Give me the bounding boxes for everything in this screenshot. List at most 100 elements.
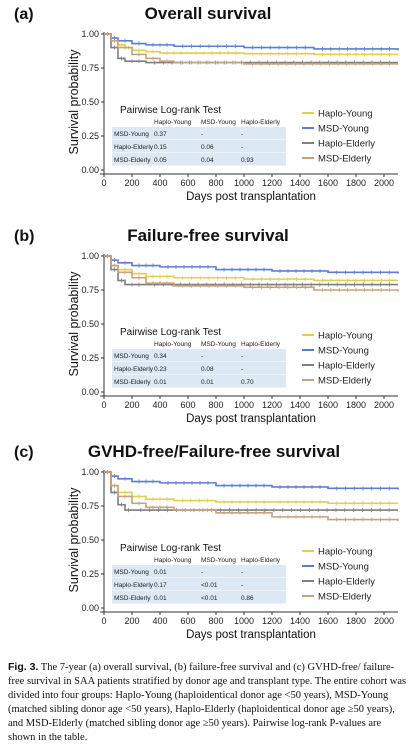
- y-tick-label: 0.25: [81, 131, 99, 141]
- table-cell: Haplo-Elderly: [114, 582, 154, 589]
- y-tick-label: 1.00: [81, 251, 99, 261]
- legend-label: MSD-Elderly: [318, 154, 372, 165]
- table-cell: MSD-Young: [114, 131, 149, 138]
- table-header-cell: Haplo-Young: [154, 119, 192, 126]
- x-tick-label: 1600: [318, 178, 338, 188]
- table-header-cell: Haplo-Elderly: [241, 557, 281, 564]
- chart-panel-overall-survival: (a) Overall survival 0.000.250.500.751.0…: [0, 0, 416, 216]
- x-tick-label: 1800: [346, 400, 366, 410]
- x-tick-label: 1400: [290, 400, 310, 410]
- y-tick-label: 0.25: [81, 353, 99, 363]
- x-tick-label: 1200: [262, 178, 282, 188]
- x-tick-label: 1000: [234, 616, 254, 626]
- table-cell: 0.01: [154, 379, 167, 386]
- caption-text: The 7-year (a) overall survival, (b) fai…: [8, 662, 406, 743]
- table-cell: -: [241, 144, 243, 151]
- table-cell: 0.15: [154, 144, 167, 151]
- chart-svg: 0.000.250.500.751.0002004006008001000120…: [0, 0, 416, 216]
- x-tick-label: 1800: [346, 616, 366, 626]
- x-tick-label: 600: [180, 400, 195, 410]
- table-cell: 0.01: [154, 569, 167, 576]
- legend-label: MSD-Young: [318, 562, 369, 573]
- table-header-cell: MSD-Young: [201, 341, 236, 348]
- table-header-cell: Haplo-Young: [154, 557, 192, 564]
- y-axis-label: Survival probability: [67, 49, 81, 155]
- chart-panel-failure-free-survival: (b) Failure-free survival 0.000.250.500.…: [0, 222, 416, 438]
- table-header-cell: Haplo-Elderly: [241, 119, 281, 126]
- x-tick-label: 1600: [318, 616, 338, 626]
- table-header-cell: MSD-Young: [201, 119, 236, 126]
- table-cell: 0.04: [201, 157, 214, 164]
- x-tick-label: 0: [101, 400, 106, 410]
- table-title: Pairwise Log-rank Test: [120, 105, 221, 116]
- x-axis-label: Days post transplantation: [186, 629, 316, 641]
- x-tick-label: 400: [152, 616, 167, 626]
- table-cell: -: [201, 131, 203, 138]
- x-axis-label: Days post transplantation: [186, 413, 316, 425]
- km-curve-msd-young: [104, 34, 398, 50]
- table-cell: 0.08: [201, 366, 214, 373]
- y-tick-label: 1.00: [81, 467, 99, 477]
- table-cell: <0.01: [201, 595, 218, 602]
- x-tick-label: 1000: [234, 400, 254, 410]
- x-tick-label: 1800: [346, 178, 366, 188]
- table-cell: -: [201, 353, 203, 360]
- x-tick-label: 1000: [234, 178, 254, 188]
- table-header-cell: Haplo-Elderly: [241, 341, 281, 348]
- x-tick-label: 600: [180, 616, 195, 626]
- chart-svg: 0.000.250.500.751.0002004006008001000120…: [0, 438, 416, 654]
- legend-label: Haplo-Young: [318, 109, 373, 120]
- table-cell: -: [241, 131, 243, 138]
- y-tick-label: 1.00: [81, 29, 99, 39]
- y-tick-label: 0.25: [81, 569, 99, 579]
- legend-label: Haplo-Young: [318, 547, 373, 558]
- y-tick-label: 0.50: [81, 97, 99, 107]
- x-tick-label: 200: [124, 400, 139, 410]
- km-curve-msd-elderly: [104, 472, 398, 521]
- y-tick-label: 0.00: [81, 165, 99, 175]
- y-axis-label: Survival probability: [67, 487, 81, 593]
- table-cell: 0.17: [154, 582, 167, 589]
- x-tick-label: 400: [152, 178, 167, 188]
- table-cell: -: [201, 569, 203, 576]
- km-curve-haplo-young: [104, 256, 398, 280]
- x-tick-label: 2000: [374, 178, 394, 188]
- chart-svg: 0.000.250.500.751.0002004006008001000120…: [0, 222, 416, 438]
- table-cell: -: [241, 569, 243, 576]
- table-cell: -: [241, 366, 243, 373]
- x-tick-label: 2000: [374, 616, 394, 626]
- table-cell: MSD-Young: [114, 353, 149, 360]
- x-tick-label: 200: [124, 178, 139, 188]
- x-tick-label: 1200: [262, 400, 282, 410]
- table-cell: 0.01: [201, 379, 214, 386]
- x-tick-label: 2000: [374, 400, 394, 410]
- table-cell: 0.06: [201, 144, 214, 151]
- x-tick-label: 600: [180, 178, 195, 188]
- figure-caption: Fig. 3. The 7-year (a) overall survival,…: [8, 660, 410, 745]
- x-tick-label: 0: [101, 616, 106, 626]
- legend-label: MSD-Young: [318, 346, 369, 357]
- table-cell: 0.23: [154, 366, 167, 373]
- x-tick-label: 800: [208, 178, 223, 188]
- table-cell: -: [241, 582, 243, 589]
- table-cell: 0.86: [241, 595, 254, 602]
- table-header-cell: Haplo-Young: [154, 341, 192, 348]
- table-cell: <0.01: [201, 582, 218, 589]
- y-tick-label: 0.75: [81, 63, 99, 73]
- x-tick-label: 1400: [290, 616, 310, 626]
- chart-panel-gvhd-free-survival: (c) GVHD-free/Failure-free survival 0.00…: [0, 438, 416, 654]
- x-tick-label: 800: [208, 616, 223, 626]
- table-cell: MSD-Elderly: [114, 379, 151, 386]
- table-cell: -: [241, 353, 243, 360]
- legend-label: MSD-Elderly: [318, 376, 372, 387]
- x-tick-label: 200: [124, 616, 139, 626]
- legend-label: Haplo-Elderly: [318, 577, 375, 588]
- x-tick-label: 1200: [262, 616, 282, 626]
- x-axis-label: Days post transplantation: [186, 191, 316, 203]
- legend-label: Haplo-Elderly: [318, 361, 375, 372]
- table-title: Pairwise Log-rank Test: [120, 543, 221, 554]
- y-axis-label: Survival probability: [67, 271, 81, 377]
- table-cell: 0.70: [241, 379, 254, 386]
- y-tick-label: 0.00: [81, 603, 99, 613]
- table-cell: 0.93: [241, 157, 254, 164]
